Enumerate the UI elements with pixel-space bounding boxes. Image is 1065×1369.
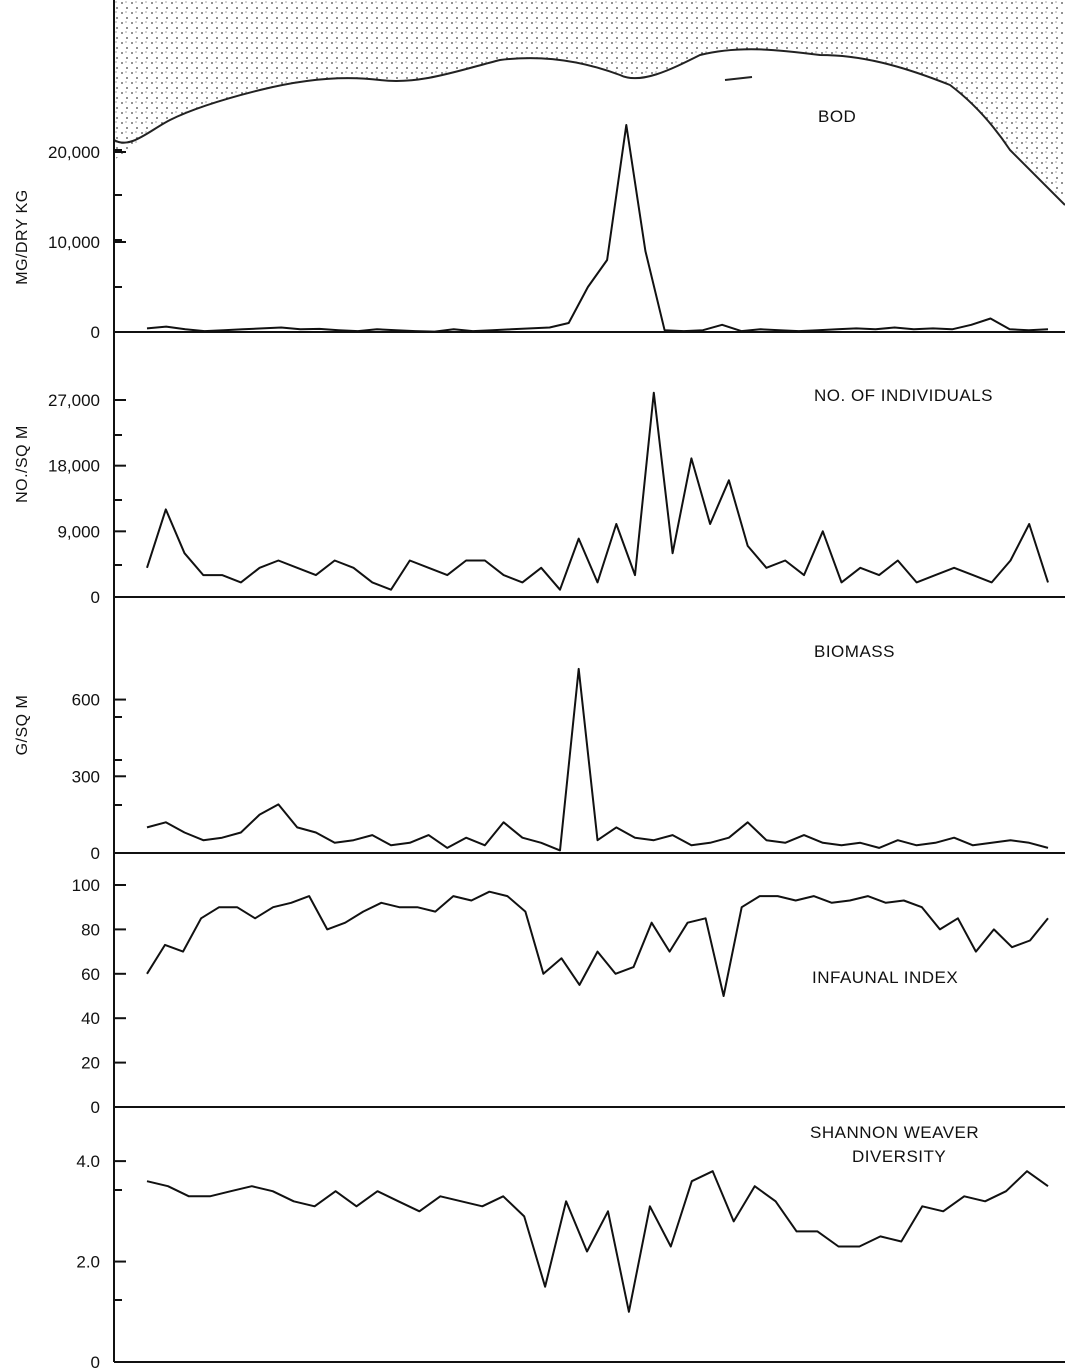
y-tick-label: 60: [81, 965, 100, 984]
panel-title-biomass: BIOMASS: [814, 642, 895, 661]
y-tick-label: 40: [81, 1009, 100, 1028]
y-tick-label: 20,000: [48, 143, 100, 162]
series-line: [146, 667, 1049, 852]
panel-3: 0 20 40 60 80 100: [72, 876, 1065, 1117]
chart-frame: [113, 0, 1065, 1363]
y-tick-label: 20: [81, 1054, 100, 1073]
panel-1: 0 9,000 18,000 27,000: [48, 391, 1065, 607]
y-axis-label-biomass: G/SQ M: [14, 695, 31, 756]
panel-title-shannon-weaver: SHANNON WEAVER: [810, 1123, 979, 1142]
series-line: [146, 1170, 1049, 1313]
panel-0: 0 10,000 20,000: [48, 124, 1065, 342]
y-tick-label: 18,000: [48, 457, 100, 476]
y-tick-label: 0: [91, 1353, 100, 1369]
chart-panels: 010,00020,00009,00018,00027,000030060002…: [48, 124, 1065, 1369]
y-axis-label-bod: MG/DRY KG: [14, 189, 31, 284]
y-tick-label: 600: [72, 691, 100, 710]
y-tick-label: 4.0: [76, 1152, 100, 1171]
y-tick-label: 0: [91, 323, 100, 342]
series-line: [146, 124, 1049, 333]
y-axis-label-individuals: NO./SQ M: [14, 425, 31, 503]
y-tick-label: 9,000: [57, 522, 100, 541]
y-tick-label: 100: [72, 876, 100, 895]
y-tick-label: 80: [81, 920, 100, 939]
panel-title-diversity: DIVERSITY: [852, 1147, 946, 1166]
y-tick-label: 300: [72, 767, 100, 786]
panel-4: 0 2.0 4.0: [76, 1152, 1049, 1369]
y-tick-label: 0: [91, 588, 100, 607]
y-tick-label: 10,000: [48, 233, 100, 252]
coastline-island: [724, 76, 753, 81]
panel-2: 0 300 600: [72, 667, 1065, 863]
panel-title-individuals: NO. OF INDIVIDUALS: [814, 386, 993, 405]
panel-title-bod: BOD: [818, 107, 856, 126]
panel-title-infaunal-index: INFAUNAL INDEX: [812, 968, 958, 987]
coastline-stipple: [114, 0, 1065, 205]
series-line: [146, 391, 1049, 591]
y-tick-label: 0: [91, 1098, 100, 1117]
y-tick-label: 0: [91, 844, 100, 863]
y-tick-label: 27,000: [48, 391, 100, 410]
coastline-map-decoration: [113, 0, 1065, 206]
coastline-outline: [113, 48, 1065, 206]
y-tick-label: 2.0: [76, 1253, 100, 1272]
